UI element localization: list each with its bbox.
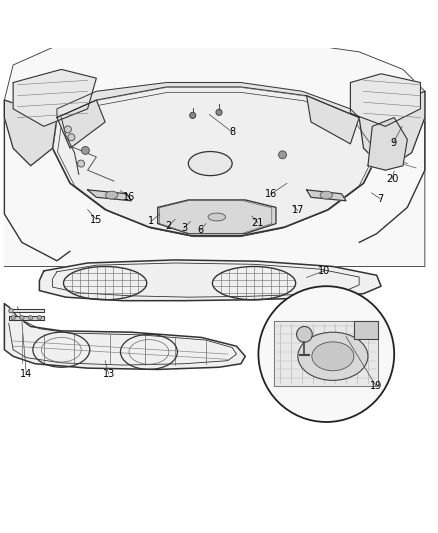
Polygon shape xyxy=(53,87,381,236)
Polygon shape xyxy=(88,190,131,201)
Circle shape xyxy=(258,286,394,422)
Circle shape xyxy=(78,160,85,167)
Circle shape xyxy=(81,147,89,155)
Ellipse shape xyxy=(106,191,118,199)
Polygon shape xyxy=(274,321,378,386)
Text: 16: 16 xyxy=(123,192,135,203)
Text: 9: 9 xyxy=(390,138,396,148)
Text: 13: 13 xyxy=(102,369,115,379)
Polygon shape xyxy=(9,316,44,320)
Ellipse shape xyxy=(320,191,332,199)
Polygon shape xyxy=(57,83,359,118)
Text: 19: 19 xyxy=(370,381,382,391)
Circle shape xyxy=(37,316,42,320)
Text: 20: 20 xyxy=(386,174,398,184)
Polygon shape xyxy=(307,96,359,144)
Text: 6: 6 xyxy=(198,225,204,235)
Polygon shape xyxy=(158,200,276,233)
Circle shape xyxy=(297,327,312,342)
Polygon shape xyxy=(13,69,96,126)
Circle shape xyxy=(64,126,71,133)
Text: 3: 3 xyxy=(181,223,187,233)
Ellipse shape xyxy=(188,151,232,175)
Circle shape xyxy=(190,112,196,118)
Text: 15: 15 xyxy=(90,215,102,224)
Circle shape xyxy=(20,316,24,320)
Ellipse shape xyxy=(208,213,226,221)
Text: 16: 16 xyxy=(265,189,277,199)
Text: 1: 1 xyxy=(148,216,154,227)
Text: 7: 7 xyxy=(377,193,383,204)
Circle shape xyxy=(28,316,33,320)
Polygon shape xyxy=(4,304,245,369)
Text: 21: 21 xyxy=(251,217,264,228)
FancyBboxPatch shape xyxy=(354,321,378,339)
Circle shape xyxy=(279,151,286,159)
Text: 2: 2 xyxy=(166,221,172,231)
Text: 10: 10 xyxy=(318,266,330,276)
Circle shape xyxy=(216,109,222,115)
Polygon shape xyxy=(359,91,425,170)
Text: 17: 17 xyxy=(292,205,304,215)
Polygon shape xyxy=(4,39,425,266)
Polygon shape xyxy=(307,190,346,201)
Circle shape xyxy=(9,309,13,313)
Text: 14: 14 xyxy=(20,369,32,379)
Circle shape xyxy=(68,134,75,141)
Ellipse shape xyxy=(298,332,368,381)
Polygon shape xyxy=(39,260,381,301)
Polygon shape xyxy=(4,100,57,166)
Text: 8: 8 xyxy=(229,127,235,137)
Polygon shape xyxy=(9,310,44,312)
Polygon shape xyxy=(368,118,407,170)
Polygon shape xyxy=(350,74,420,126)
Circle shape xyxy=(11,316,15,320)
Ellipse shape xyxy=(312,342,354,371)
Polygon shape xyxy=(57,100,105,148)
